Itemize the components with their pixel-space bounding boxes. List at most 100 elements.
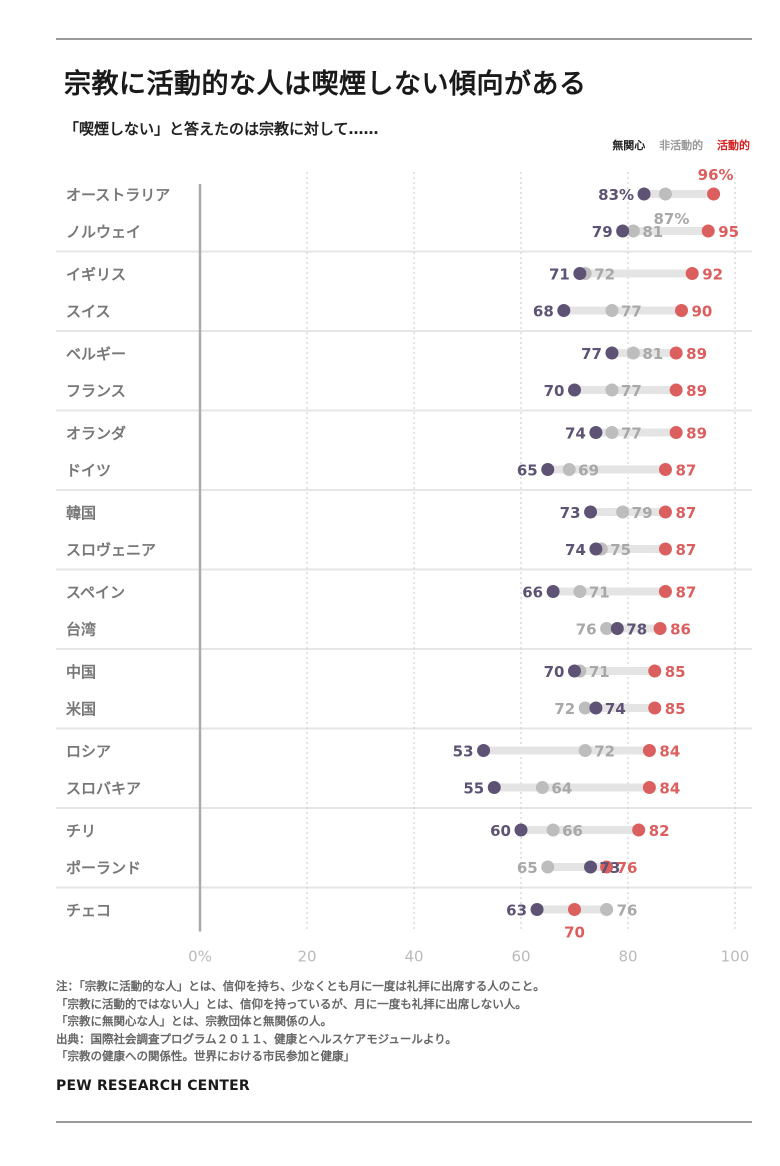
- country-label: ロシア: [66, 743, 111, 761]
- dot-unaffiliated: [616, 224, 630, 238]
- dot-unaffiliated: [477, 744, 491, 757]
- value-label-active: 89: [686, 425, 707, 443]
- value-label-inactive: 65: [517, 859, 538, 877]
- value-label-active: 85: [665, 700, 686, 718]
- value-label-inactive: 77: [621, 425, 642, 443]
- note-line: 「宗教に活動的ではない人」とは、信仰を持っているが、月に一度も礼拝に出席しない人…: [56, 996, 527, 1011]
- dot-active: [600, 860, 614, 874]
- value-label-unaffiliated: 55: [463, 780, 484, 798]
- value-label-inactive: 75: [610, 541, 631, 559]
- note-line: 「宗教に無関心な人」とは、宗教団体と無関係の人。: [56, 1014, 332, 1028]
- value-label-inactive: 64: [551, 780, 572, 798]
- chart-subtitle: 「喫煙しない」と答えたのは宗教に対して……: [64, 120, 379, 138]
- dot-unaffiliated: [546, 585, 560, 598]
- value-label-active: 85: [665, 663, 686, 681]
- value-label-unaffiliated: 70: [544, 663, 565, 681]
- value-label-unaffiliated: 74: [565, 541, 586, 559]
- dot-unaffiliated: [530, 903, 544, 916]
- value-label-unaffiliated: 79: [592, 223, 613, 241]
- value-label-inactive: 87%: [653, 210, 689, 228]
- value-label-inactive: 77: [621, 303, 642, 321]
- dot-active: [685, 267, 699, 280]
- x-tick-label: 0%: [188, 948, 212, 966]
- source-credit: PEW RESEARCH CENTER: [56, 1078, 250, 1094]
- dot-inactive: [573, 585, 587, 598]
- dot-unaffiliated: [557, 304, 571, 317]
- value-label-unaffiliated: 78: [626, 621, 647, 639]
- dot-active: [658, 505, 672, 519]
- x-tick-label: 40: [404, 948, 423, 966]
- value-label-inactive: 72: [554, 700, 575, 718]
- note-line: 注：「宗教に活動的な人」とは、信仰を持ち、少なくとも月に一度は礼拝に出席する人の…: [56, 979, 545, 993]
- value-label-unaffiliated: 70: [544, 382, 565, 400]
- dot-inactive: [546, 823, 560, 837]
- country-label: オランダ: [66, 425, 126, 443]
- dot-unaffiliated: [589, 426, 603, 439]
- notes: 注：「宗教に活動的な人」とは、信仰を持ち、少なくとも月に一度は礼拝に出席する人の…: [56, 978, 545, 1066]
- country-label: ポーランド: [66, 859, 141, 877]
- dot-inactive: [626, 224, 640, 238]
- value-label-active: 84: [659, 780, 680, 798]
- dot-active: [658, 542, 672, 556]
- value-label-unaffiliated: 73: [560, 504, 581, 522]
- legend-inactive: 非活動的: [659, 139, 704, 152]
- value-label-unaffiliated: 77: [581, 345, 602, 363]
- dot-active: [648, 701, 662, 715]
- dot-active: [568, 903, 581, 916]
- top-rule: [56, 38, 752, 40]
- country-label: ノルウェイ: [66, 223, 141, 241]
- dot-inactive: [626, 346, 640, 360]
- note-line: 出典：国際社会調査プログラム２０１１、健康とヘルスケアモジュールより。: [56, 1031, 457, 1046]
- value-label-inactive: 72: [594, 266, 615, 284]
- value-label-unaffiliated: 68: [533, 303, 554, 321]
- value-label-active: 84: [659, 743, 680, 761]
- country-label: イギリス: [66, 266, 126, 284]
- bottom-rule: [56, 1121, 752, 1123]
- dot-active: [701, 224, 715, 238]
- legend-active: 活動的: [717, 139, 750, 152]
- value-label-active: 95: [718, 223, 739, 241]
- value-label-active: 92: [702, 266, 723, 284]
- dot-active: [658, 585, 672, 598]
- x-tick-label: 100: [721, 948, 750, 966]
- x-tick-label: 20: [297, 948, 316, 966]
- dot-unaffiliated: [589, 701, 603, 715]
- country-label: 韓国: [66, 504, 96, 522]
- dot-inactive: [600, 622, 614, 635]
- country-label: 中国: [66, 663, 96, 681]
- value-label-active: 90: [692, 303, 713, 321]
- value-label-unaffiliated: 53: [453, 743, 474, 761]
- country-label: チェコ: [66, 902, 111, 920]
- note-line: 「宗教の健康への関係性。世界における市民参加と健康」: [56, 1049, 355, 1063]
- value-label-unaffiliated: 71: [549, 266, 570, 284]
- x-tick-label: 80: [618, 948, 637, 966]
- dot-plot: 0% 20 40 60 80 100 オーストラリア 83% 87% 96% ノルウェイ 79 81 95…: [56, 166, 752, 966]
- dot-unaffiliated: [573, 267, 587, 280]
- value-label-active: 82: [649, 822, 670, 840]
- country-label: 台湾: [66, 621, 96, 639]
- dot-active: [648, 664, 662, 678]
- country-label: 米国: [66, 700, 96, 718]
- value-label-active: 86: [670, 621, 691, 639]
- value-label-inactive: 76: [576, 621, 597, 639]
- value-label-inactive: 76: [617, 902, 638, 920]
- value-label-active: 87: [675, 584, 696, 602]
- value-label-active: 89: [686, 382, 707, 400]
- country-label: スロヴェニア: [66, 541, 156, 559]
- dot-unaffiliated: [584, 860, 598, 874]
- x-tick-label: 60: [511, 948, 530, 966]
- dot-unaffiliated: [541, 463, 555, 476]
- dot-inactive: [605, 304, 619, 317]
- dot-active: [669, 346, 683, 360]
- value-label-inactive: 77: [621, 382, 642, 400]
- dot-inactive: [578, 744, 592, 757]
- country-label: スロバキア: [66, 780, 141, 798]
- value-label-active: 70: [564, 924, 585, 942]
- dot-inactive: [605, 383, 619, 397]
- value-label-active: 87: [675, 541, 696, 559]
- country-label: ドイツ: [66, 462, 111, 480]
- value-label-unaffiliated: 65: [517, 462, 538, 480]
- dot-unaffiliated: [589, 542, 603, 556]
- dot-inactive: [535, 781, 549, 794]
- dot-active: [675, 304, 688, 317]
